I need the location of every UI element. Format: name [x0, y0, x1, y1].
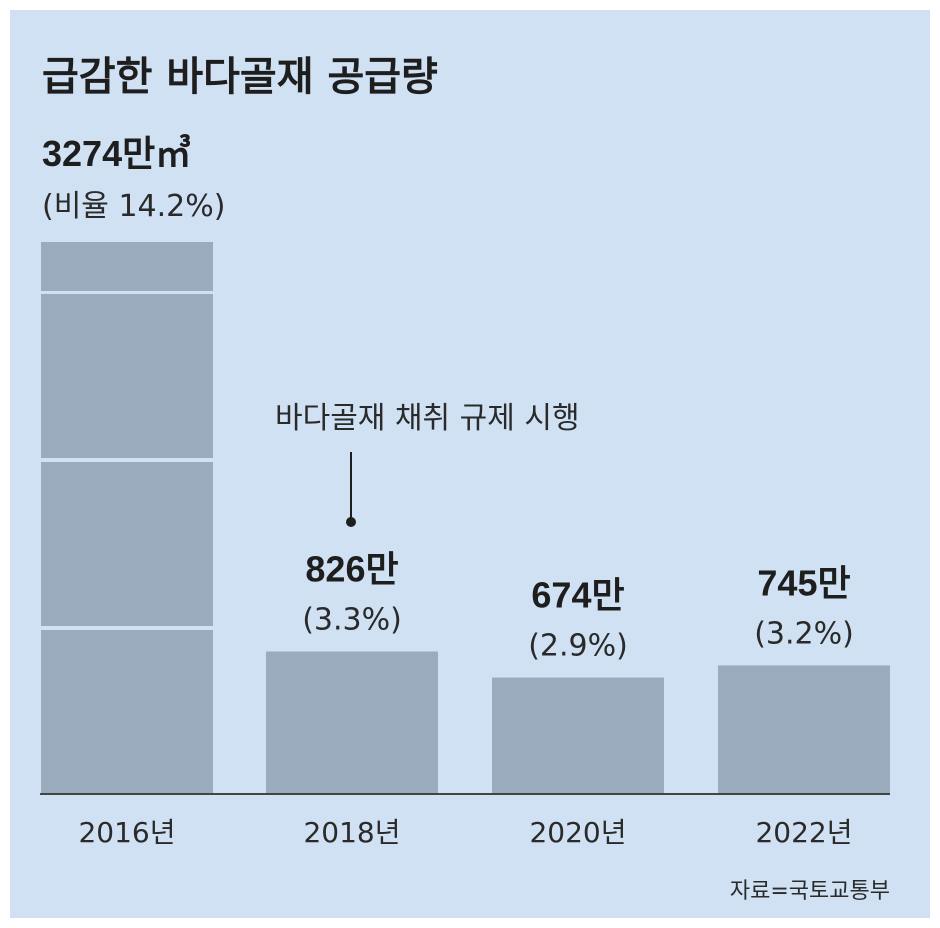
- data-label-share: (3.3%): [302, 603, 402, 638]
- axis-break-gap-1: [40, 291, 214, 294]
- bar-2020: [492, 677, 664, 793]
- x-tick-label: 2022년: [755, 816, 852, 849]
- bar-2018: [266, 651, 438, 793]
- x-tick-label: 2016년: [78, 816, 175, 849]
- data-label-value: 745만: [757, 562, 850, 603]
- data-label-value: 826만: [305, 549, 398, 590]
- annotation-dot: [346, 517, 356, 527]
- bar-2016: [41, 242, 213, 793]
- chart-title: 급감한 바다골재 공급량: [42, 54, 438, 100]
- annotation-text: 바다골재 채취 규제 시행: [275, 401, 580, 436]
- axis-break-gap-3: [40, 626, 214, 630]
- axis-break-gap-2: [40, 458, 214, 462]
- data-label-share: (3.2%): [754, 616, 854, 651]
- bar-2022: [718, 665, 890, 793]
- x-tick-label: 2018년: [303, 816, 400, 849]
- data-label-value: 3274만㎥: [42, 133, 191, 174]
- data-label-share: (2.9%): [528, 629, 628, 664]
- source-note: 자료=국토교통부: [730, 879, 890, 904]
- x-tick-label: 2020년: [529, 816, 626, 849]
- data-label-share: (비율 14.2%): [42, 189, 225, 224]
- data-label-value: 674만: [531, 575, 624, 616]
